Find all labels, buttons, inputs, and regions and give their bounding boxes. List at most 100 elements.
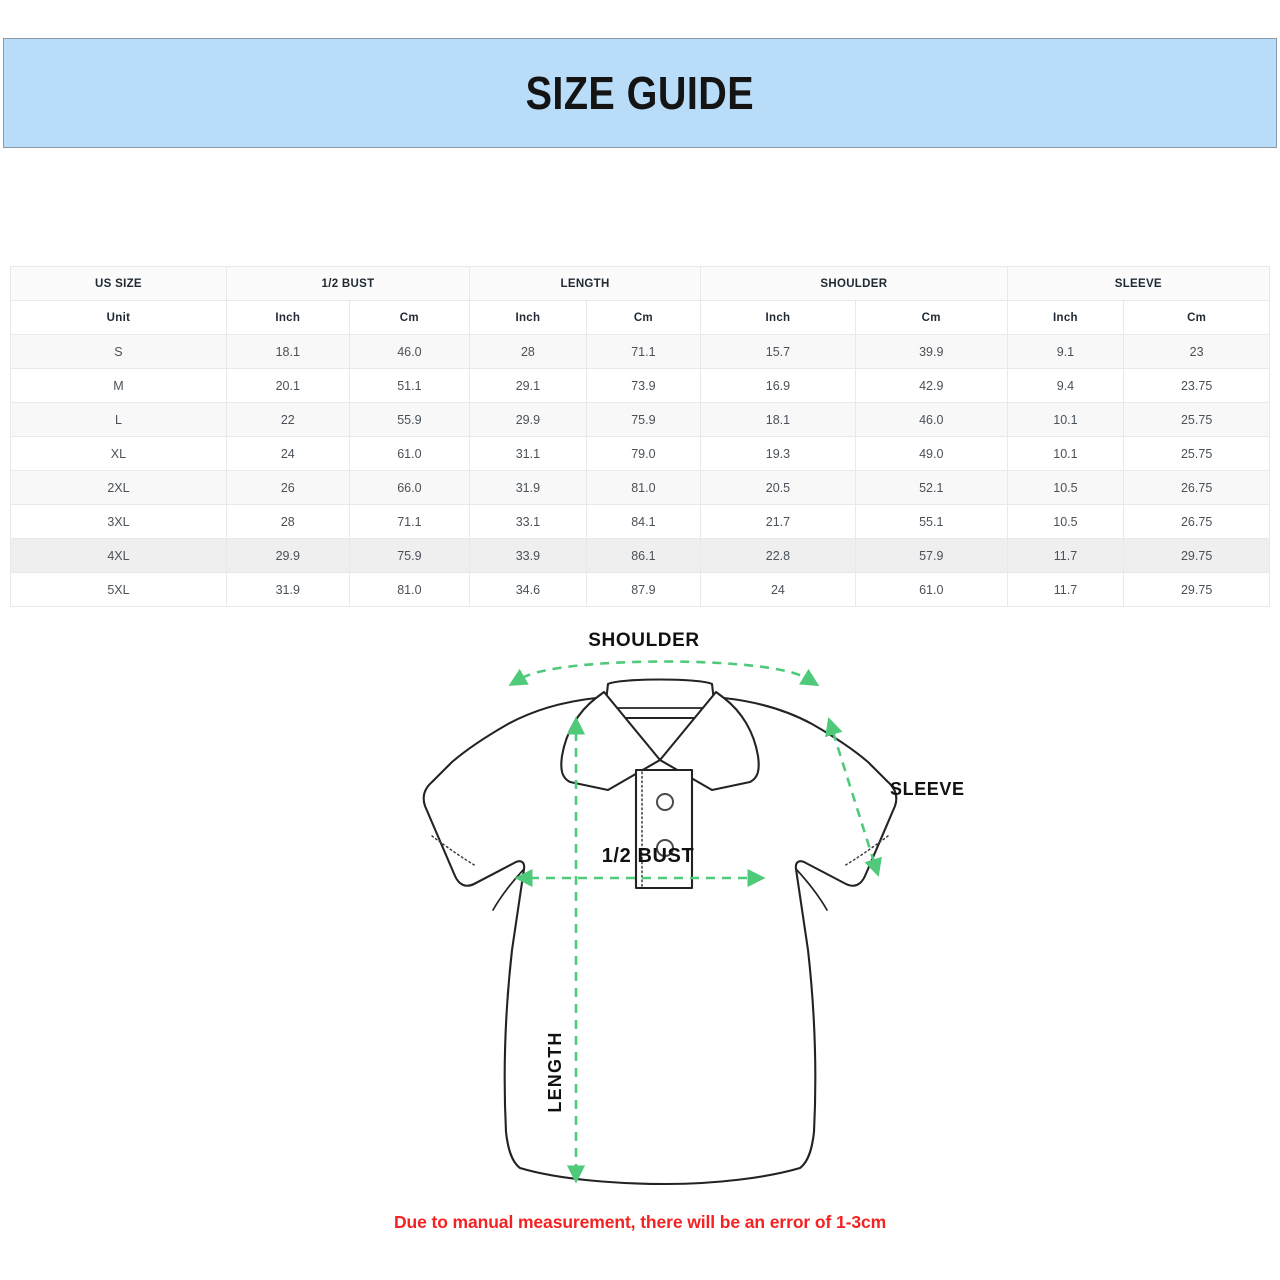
cell-shoulder-cm: 61.0 [854,572,1008,607]
shoulder-measure-line [508,660,820,687]
cell-bust-inch: 28 [225,504,350,539]
unit-header-bust-in: Inch [225,300,350,335]
cell-shoulder-cm: 49.0 [854,436,1008,471]
group-header-bust: 1/2 BUST [225,266,471,301]
cell-bust-inch: 20.1 [225,368,350,403]
cell-sleeve-cm: 23.75 [1123,368,1270,403]
table-head: US SIZE 1/2 BUST LENGTH SHOULDER SLEEVE … [10,266,1271,335]
cell-shoulder-cm: 52.1 [854,470,1008,505]
placket-button-bottom [656,839,674,857]
length-label: LENGTH [545,1031,565,1112]
cell-size: 2XL [10,470,227,505]
cell-length-cm: 73.9 [585,368,702,403]
group-header-length: LENGTH [469,266,702,301]
cell-shoulder-cm: 55.1 [854,504,1008,539]
cell-length-cm: 79.0 [585,436,702,471]
cell-shoulder-inch: 19.3 [700,436,856,471]
unit-header-sleeve-in: Inch [1006,300,1125,335]
cell-sleeve-inch: 10.5 [1006,470,1125,505]
button-placket [634,768,694,890]
table-row: L 22 55.9 29.9 75.9 18.1 46.0 10.1 25.75 [10,402,1270,437]
cell-sleeve-cm: 26.75 [1123,504,1270,539]
shoulder-label: SHOULDER [588,630,699,651]
unit-header-unit: Unit [10,300,227,335]
cell-sleeve-inch: 10.1 [1006,402,1125,437]
cell-bust-inch: 24 [225,436,350,471]
cell-length-inch: 31.9 [469,470,587,505]
cell-shoulder-cm: 42.9 [854,368,1008,403]
size-guide-banner: SIZE GUIDE [3,38,1277,148]
cell-sleeve-inch: 9.4 [1006,368,1125,403]
cell-length-inch: 29.1 [469,368,587,403]
table-body: S 18.1 46.0 28 71.1 15.7 39.9 9.1 23 M 20.1 51.1 29.… [10,334,1270,607]
page-title: SIZE GUIDE [525,67,755,119]
cell-shoulder-cm: 39.9 [854,334,1008,369]
cell-bust-cm: 81.0 [348,572,471,607]
table-group-header-row: US SIZE 1/2 BUST LENGTH SHOULDER SLEEVE [10,266,1271,301]
table-row: 2XL 26 66.0 31.9 81.0 20.5 52.1 10.5 26.75 [10,470,1270,505]
cell-length-inch: 29.9 [469,402,587,437]
cell-sleeve-cm: 25.75 [1123,436,1270,471]
cell-length-cm: 84.1 [585,504,702,539]
cell-bust-cm: 71.1 [348,504,471,539]
cell-shoulder-inch: 18.1 [700,402,856,437]
cell-bust-inch: 26 [225,470,350,505]
cell-size: M [10,368,227,403]
table-row: M 20.1 51.1 29.1 73.9 16.9 42.9 9.4 23.75 [10,368,1270,403]
cell-sleeve-inch: 11.7 [1006,572,1125,607]
unit-header-length-cm: Cm [585,300,702,335]
cell-shoulder-inch: 24 [700,572,856,607]
placket-button-top [656,793,674,811]
table-row: 3XL 28 71.1 33.1 84.1 21.7 55.1 10.5 26.75 [10,504,1270,539]
cell-shoulder-inch: 21.7 [700,504,856,539]
cell-sleeve-inch: 11.7 [1006,538,1125,573]
garment-diagram: SHOULDER SLEEVE 1/2 BUST LENGTH [0,620,1280,1200]
cell-sleeve-cm: 26.75 [1123,470,1270,505]
cell-length-inch: 33.1 [469,504,587,539]
cell-sleeve-inch: 10.5 [1006,504,1125,539]
cell-sleeve-cm: 29.75 [1123,572,1270,607]
cell-shoulder-inch: 15.7 [700,334,856,369]
cell-size: S [10,334,227,369]
cell-length-cm: 71.1 [585,334,702,369]
cell-length-inch: 33.9 [469,538,587,573]
cell-sleeve-cm: 25.75 [1123,402,1270,437]
cell-bust-cm: 75.9 [348,538,471,573]
cell-length-cm: 86.1 [585,538,702,573]
cell-bust-inch: 22 [225,402,350,437]
cell-shoulder-cm: 46.0 [854,402,1008,437]
cell-bust-cm: 51.1 [348,368,471,403]
group-header-us-size: US SIZE [10,266,227,301]
shirt-body-outline [422,696,898,1186]
cell-length-inch: 28 [469,334,587,369]
cell-sleeve-cm: 23 [1123,334,1270,369]
unit-header-length-in: Inch [469,300,587,335]
unit-header-sleeve-cm: Cm [1123,300,1270,335]
unit-header-bust-cm: Cm [348,300,471,335]
measurement-disclaimer: Due to manual measurement, there will be… [393,1212,887,1232]
cell-length-inch: 31.1 [469,436,587,471]
table-unit-header-row: Unit Inch Cm Inch Cm Inch Cm Inch Cm [10,300,1270,335]
unit-header-shoulder-in: Inch [700,300,856,335]
collar-right-wing [658,690,760,792]
cell-bust-cm: 46.0 [348,334,471,369]
sleeve-label: SLEEVE [890,779,965,799]
cell-sleeve-cm: 29.75 [1123,538,1270,573]
group-header-sleeve: SLEEVE [1006,266,1271,301]
cell-size: 5XL [10,572,227,607]
cell-size: XL [10,436,227,471]
cell-shoulder-inch: 22.8 [700,538,856,573]
cell-size: 4XL [10,538,227,573]
group-header-shoulder: SHOULDER [700,266,1008,301]
cell-sleeve-inch: 10.1 [1006,436,1125,471]
cell-length-cm: 87.9 [585,572,702,607]
right-sleeve-seam [795,868,828,911]
cell-shoulder-cm: 57.9 [854,538,1008,573]
cell-bust-inch: 18.1 [225,334,350,369]
left-sleeve-hem-stitch [431,835,477,867]
cell-length-cm: 81.0 [585,470,702,505]
size-chart-table: US SIZE 1/2 BUST LENGTH SHOULDER SLEEVE … [10,266,1271,607]
sleeve-measure-line [825,717,882,877]
unit-header-shoulder-cm: Cm [854,300,1008,335]
